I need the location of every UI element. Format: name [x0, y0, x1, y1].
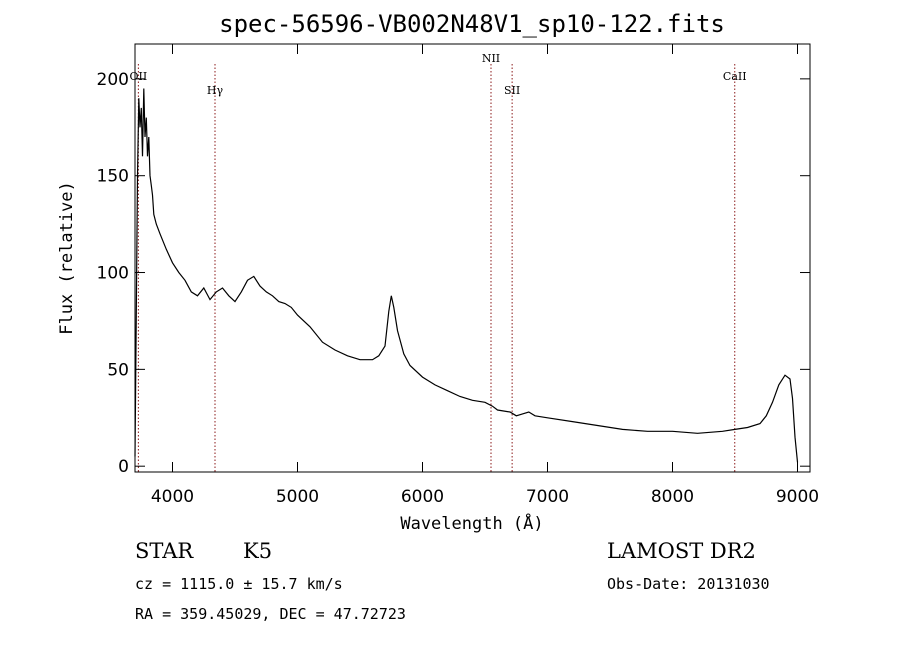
redshift-readout: cz = 1115.0 ± 15.7 km/s	[135, 575, 343, 593]
line-marker-label: Hγ	[207, 84, 224, 97]
y-tick-label: 50	[107, 360, 129, 380]
axis-ticks: 4000 5000 6000 7000 8000 9000 0 50 100 150 200	[97, 44, 819, 507]
line-marker-label: CaII	[723, 70, 747, 83]
x-tick-label: 4000	[151, 487, 194, 507]
line-marker-label: SII	[504, 84, 520, 97]
plot-frame	[134, 43, 811, 473]
x-tick-label: 8000	[651, 487, 694, 507]
y-tick-label: 200	[97, 70, 129, 90]
x-tick-label: 7000	[526, 487, 569, 507]
survey-name: LAMOST DR2	[607, 539, 756, 563]
y-tick-label: 0	[118, 457, 129, 477]
series-group	[134, 88, 799, 463]
emission-line-markers: OII Hγ NII SII CaII	[130, 52, 747, 472]
x-tick-label: 6000	[401, 487, 444, 507]
chart-title: spec-56596-VB002N48V1_sp10-122.fits	[219, 10, 725, 38]
line-marker-label: OII	[130, 70, 148, 83]
object-subclass: K5	[243, 539, 272, 563]
coordinates-readout: RA = 359.45029, DEC = 47.72723	[135, 605, 406, 623]
x-axis-label: Wavelength (Å)	[400, 512, 543, 534]
y-axis-label: Flux (relative)	[57, 181, 77, 335]
y-tick-label: 150	[97, 167, 129, 187]
x-tick-label: 9000	[776, 487, 819, 507]
observation-date: Obs-Date: 20131030	[607, 575, 770, 593]
spectrum-line	[134, 88, 799, 463]
y-tick-label: 100	[97, 264, 129, 284]
x-tick-label: 5000	[276, 487, 319, 507]
line-marker-label: NII	[482, 52, 500, 65]
object-class: STAR	[135, 539, 194, 563]
